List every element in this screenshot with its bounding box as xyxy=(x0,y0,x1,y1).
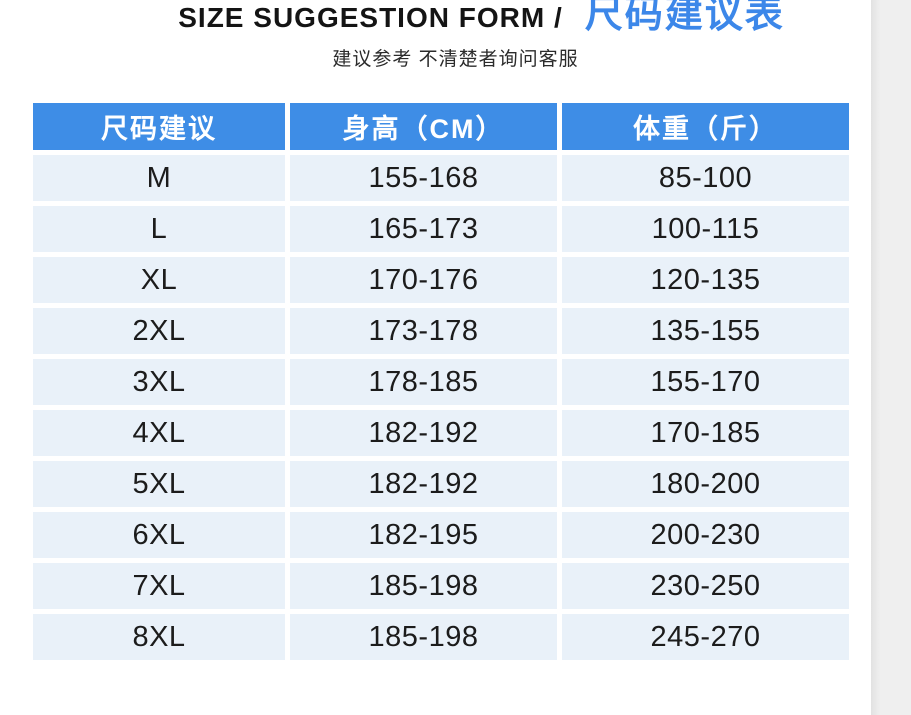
column-header-weight: 体重（斤） xyxy=(562,103,849,150)
table-cell-size: L xyxy=(33,206,285,252)
table-cell-weight: 85-100 xyxy=(562,155,849,201)
table-cell-size: 7XL xyxy=(33,563,285,609)
table-cell-weight: 180-200 xyxy=(562,461,849,507)
table-cell-weight: 245-270 xyxy=(562,614,849,660)
table-cell-height: 165-173 xyxy=(290,206,557,252)
section-title-english: SIZE SUGGESTION FORM / xyxy=(178,2,563,33)
table-cell-size: 4XL xyxy=(33,410,285,456)
column-header-size: 尺码建议 xyxy=(33,103,285,150)
table-cell-weight: 120-135 xyxy=(562,257,849,303)
table-cell-size: XL xyxy=(33,257,285,303)
table-cell-size: 8XL xyxy=(33,614,285,660)
table-cell-weight: 170-185 xyxy=(562,410,849,456)
section-title: SIZE SUGGESTION FORM / 尺码建议表 xyxy=(26,0,911,38)
table-cell-height: 185-198 xyxy=(290,563,557,609)
column-header-height: 身高（CM） xyxy=(290,103,557,150)
size-table: 尺码建议 身高（CM） 体重（斤） M 155-168 85-100 L 165-173… xyxy=(33,103,849,660)
table-cell-size: M xyxy=(33,155,285,201)
table-cell-weight: 155-170 xyxy=(562,359,849,405)
section-title-chinese: 尺码建议表 xyxy=(584,0,785,36)
table-cell-weight: 230-250 xyxy=(562,563,849,609)
section-subtitle: 建议参考 不清楚者询问客服 xyxy=(332,49,579,70)
table-cell-height: 182-192 xyxy=(290,461,557,507)
table-cell-height: 182-192 xyxy=(290,410,557,456)
table-cell-size: 3XL xyxy=(33,359,285,405)
table-cell-size: 2XL xyxy=(33,308,285,354)
table-cell-height: 182-195 xyxy=(290,512,557,558)
table-cell-size: 5XL xyxy=(33,461,285,507)
table-cell-weight: 100-115 xyxy=(562,206,849,252)
table-cell-height: 173-178 xyxy=(290,308,557,354)
table-cell-height: 178-185 xyxy=(290,359,557,405)
table-cell-height: 185-198 xyxy=(290,614,557,660)
table-cell-weight: 135-155 xyxy=(562,308,849,354)
page-background-strip xyxy=(871,0,911,715)
table-cell-size: 6XL xyxy=(33,512,285,558)
table-cell-height: 170-176 xyxy=(290,257,557,303)
table-cell-height: 155-168 xyxy=(290,155,557,201)
table-cell-weight: 200-230 xyxy=(562,512,849,558)
